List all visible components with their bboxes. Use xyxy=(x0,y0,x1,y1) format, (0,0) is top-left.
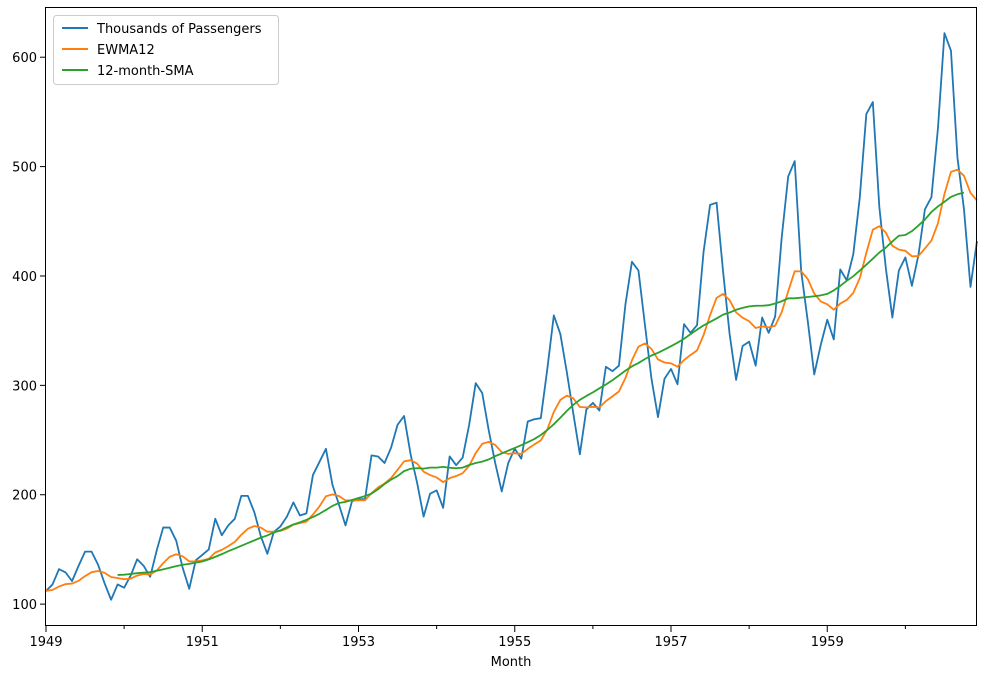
x-axis-title: Month xyxy=(491,655,532,670)
series-line-thousands-of-passengers xyxy=(45,32,978,601)
legend: Thousands of Passengers EWMA12 12-month-… xyxy=(53,15,279,85)
y-tick-label: 400 xyxy=(12,270,37,285)
y-tick-label: 100 xyxy=(12,598,37,613)
x-tick-label: 1953 xyxy=(342,635,375,650)
plot-frame xyxy=(45,7,977,626)
y-axis: 100 200 300 400 500 600 xyxy=(12,51,46,613)
legend-frame xyxy=(53,15,279,85)
legend-label-ewma12: EWMA12 xyxy=(97,43,155,58)
y-tick-label: 200 xyxy=(12,489,37,504)
y-tick-label: 500 xyxy=(12,161,37,176)
y-tick-label: 300 xyxy=(12,379,37,394)
x-axis: 1949 1951 1953 1955 1957 1959 xyxy=(29,626,906,650)
y-tick-label: 600 xyxy=(12,51,37,66)
legend-label-12-month-sma: 12-month-SMA xyxy=(97,64,194,79)
x-tick-label: 1959 xyxy=(811,635,844,650)
x-tick-label: 1949 xyxy=(29,635,62,650)
x-tick-label: 1951 xyxy=(186,635,219,650)
legend-label-passengers: Thousands of Passengers xyxy=(96,22,262,37)
plot-lines xyxy=(45,32,978,601)
series-line-ewma12 xyxy=(45,168,978,592)
x-tick-label: 1955 xyxy=(498,635,531,650)
x-tick-label: 1957 xyxy=(654,635,687,650)
series-line-12-month-sma xyxy=(117,191,965,576)
